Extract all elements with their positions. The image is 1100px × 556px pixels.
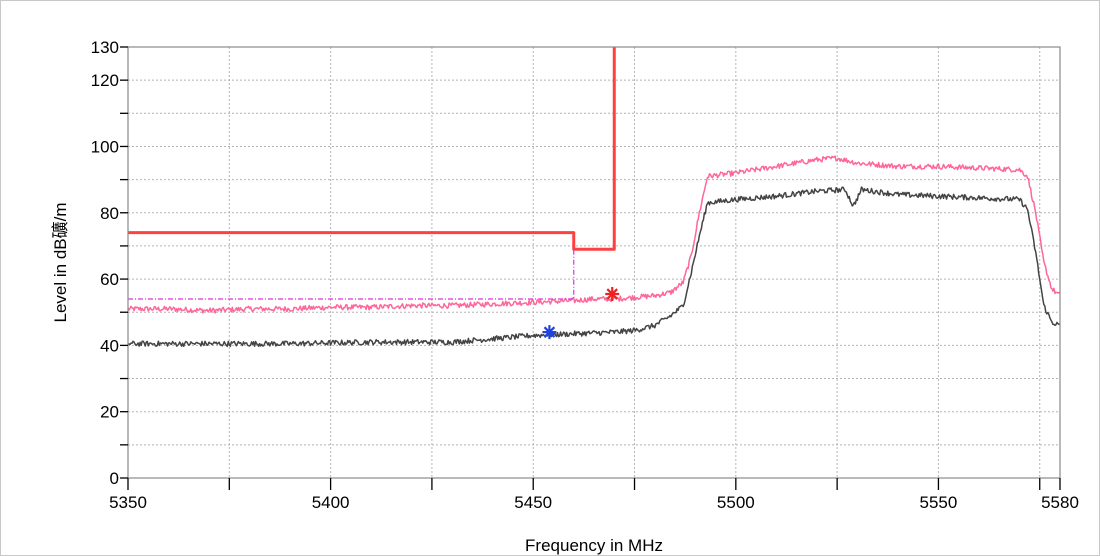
y-tick-label: 120 xyxy=(91,71,119,90)
series-line-3 xyxy=(128,47,616,251)
series-line-1 xyxy=(127,155,1061,314)
marker-stroke xyxy=(543,326,556,338)
y-tick-label: 0 xyxy=(110,469,119,488)
y-tick-label: 20 xyxy=(100,403,119,422)
x-tick-label: 5400 xyxy=(312,493,350,512)
x-tick-label: 5580 xyxy=(1041,493,1079,512)
peak-marker-2 xyxy=(542,325,557,340)
marker-stroke xyxy=(606,288,618,300)
y-tick-label: 40 xyxy=(100,336,119,355)
y-axis-title: Level in dB礦/m xyxy=(51,203,70,323)
markers xyxy=(542,286,620,340)
plot-area-border xyxy=(127,46,1061,479)
series-line-2 xyxy=(127,186,1061,348)
axes: 0 20 40 60 80 100 120 130 5350 5400 5450 5500 5550 55… xyxy=(91,38,1079,512)
y-tick-label: 100 xyxy=(91,137,119,156)
x-axis-title: Frequency in MHz xyxy=(525,536,663,555)
y-tick-label: 60 xyxy=(100,270,119,289)
x-tick-label: 5450 xyxy=(514,493,552,512)
x-tick-label: 5550 xyxy=(920,493,958,512)
x-tick-label: 5350 xyxy=(109,493,147,512)
peak-marker-1 xyxy=(605,286,620,301)
y-tick-label: 80 xyxy=(100,204,119,223)
series xyxy=(127,47,1061,348)
grid xyxy=(128,47,1060,478)
y-tick-label: 130 xyxy=(91,38,119,57)
x-tick-label: 5500 xyxy=(717,493,755,512)
